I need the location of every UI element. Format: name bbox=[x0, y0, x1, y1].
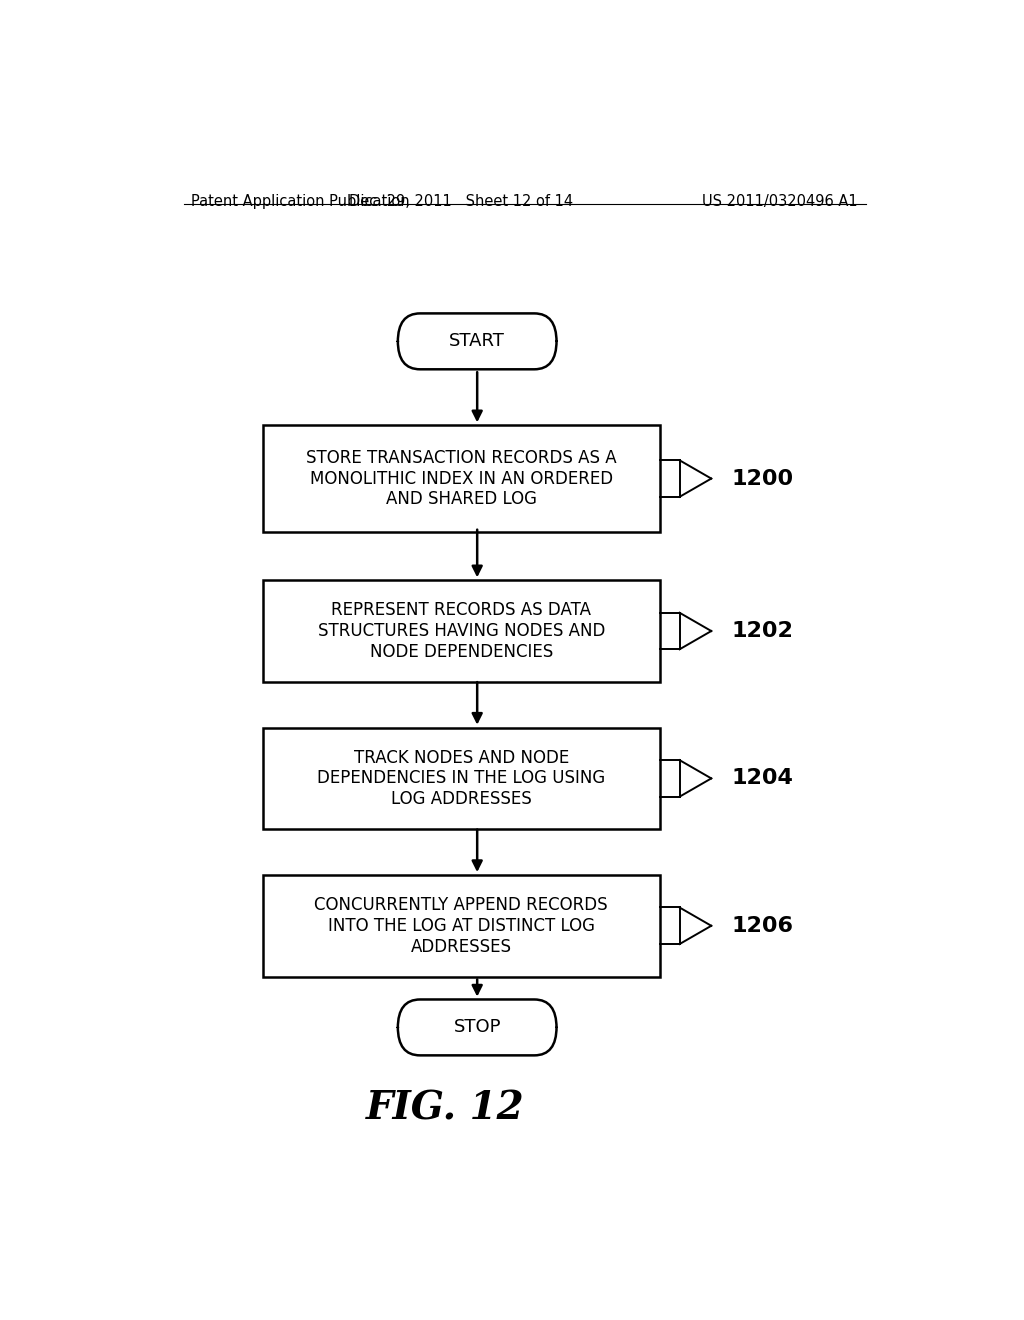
Text: 1200: 1200 bbox=[731, 469, 794, 488]
Text: CONCURRENTLY APPEND RECORDS
INTO THE LOG AT DISTINCT LOG
ADDRESSES: CONCURRENTLY APPEND RECORDS INTO THE LOG… bbox=[314, 896, 608, 956]
Text: STOP: STOP bbox=[454, 1019, 501, 1036]
FancyBboxPatch shape bbox=[263, 425, 659, 532]
Text: START: START bbox=[450, 333, 505, 350]
FancyBboxPatch shape bbox=[263, 875, 659, 977]
Text: 1202: 1202 bbox=[731, 620, 793, 642]
FancyBboxPatch shape bbox=[263, 727, 659, 829]
Text: Patent Application Publication: Patent Application Publication bbox=[191, 194, 411, 209]
Text: US 2011/0320496 A1: US 2011/0320496 A1 bbox=[702, 194, 858, 209]
FancyBboxPatch shape bbox=[397, 999, 557, 1056]
Text: Dec. 29, 2011   Sheet 12 of 14: Dec. 29, 2011 Sheet 12 of 14 bbox=[349, 194, 573, 209]
Text: 1206: 1206 bbox=[731, 916, 794, 936]
FancyBboxPatch shape bbox=[263, 581, 659, 682]
Text: REPRESENT RECORDS AS DATA
STRUCTURES HAVING NODES AND
NODE DEPENDENCIES: REPRESENT RECORDS AS DATA STRUCTURES HAV… bbox=[317, 601, 605, 661]
Text: TRACK NODES AND NODE
DEPENDENCIES IN THE LOG USING
LOG ADDRESSES: TRACK NODES AND NODE DEPENDENCIES IN THE… bbox=[317, 748, 605, 808]
Text: FIG. 12: FIG. 12 bbox=[367, 1090, 524, 1127]
Text: STORE TRANSACTION RECORDS AS A
MONOLITHIC INDEX IN AN ORDERED
AND SHARED LOG: STORE TRANSACTION RECORDS AS A MONOLITHI… bbox=[306, 449, 616, 508]
FancyBboxPatch shape bbox=[397, 313, 557, 370]
Text: 1204: 1204 bbox=[731, 768, 793, 788]
